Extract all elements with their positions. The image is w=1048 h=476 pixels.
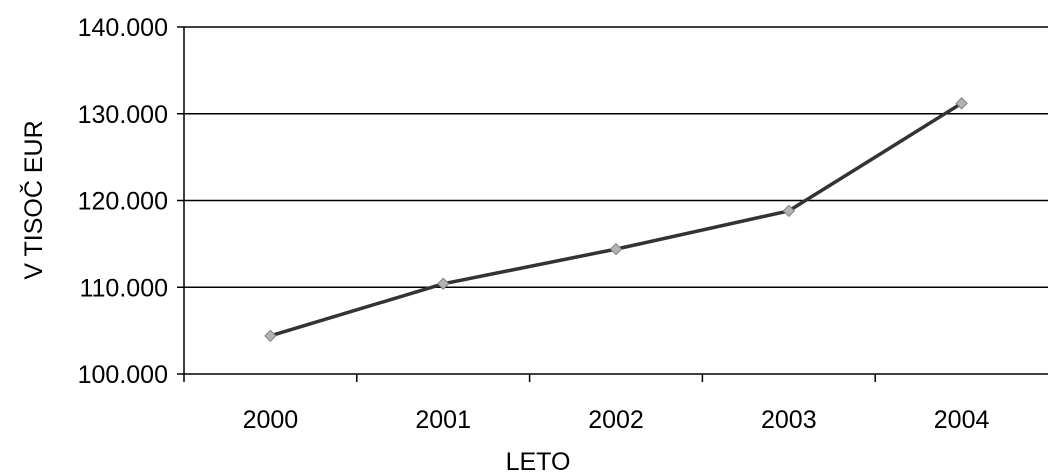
data-point: [955, 97, 968, 110]
x-tick-label: 2001: [415, 406, 471, 434]
y-tick-label: 140.000: [78, 14, 168, 42]
data-point: [264, 329, 277, 343]
x-tick-label: 2000: [243, 406, 299, 434]
y-tick-labels: 100.000 110.000 120.000 130.000 140.000: [78, 14, 168, 389]
x-tick-label: 2002: [588, 406, 644, 434]
y-tick-label: 100.000: [78, 361, 168, 389]
data-point: [609, 242, 623, 256]
data-point: [436, 277, 450, 290]
x-axis-title: LETO: [506, 448, 571, 476]
gridlines: [184, 26, 1048, 288]
y-tick-label: 120.000: [78, 188, 168, 216]
series-group: [264, 97, 968, 343]
y-tick-label: 130.000: [78, 101, 168, 129]
series-line: [269, 101, 963, 338]
data-point: [782, 204, 796, 218]
x-tick-label: 2003: [761, 406, 817, 434]
y-tick-label: 110.000: [79, 274, 168, 302]
axes: [177, 26, 1048, 382]
x-tick-labels: 2000 2001 2002 2003 2004: [243, 406, 990, 434]
y-axis-title: V TISOČ EUR: [19, 120, 48, 279]
x-tick-label: 2004: [934, 406, 990, 434]
